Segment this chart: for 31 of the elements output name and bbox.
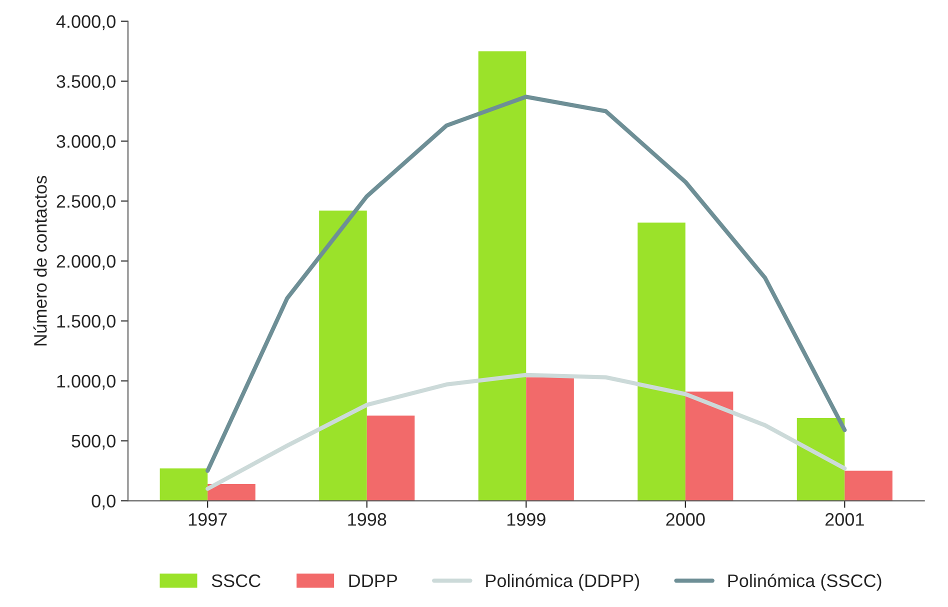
y-tick-label: 0,0 xyxy=(92,494,116,510)
legend-label: Polinómica (DDPP) xyxy=(486,574,640,591)
bar xyxy=(319,210,367,501)
x-tick-label: 2001 xyxy=(825,513,864,526)
y-tick-label: 500,0 xyxy=(72,434,116,450)
y-tick-label: 2.000,0 xyxy=(56,254,116,270)
bar xyxy=(638,222,686,501)
y-tick-label: 3.500,0 xyxy=(56,75,116,90)
bar xyxy=(685,392,734,501)
y-tick-label: 3.000,0 xyxy=(56,135,116,150)
line-series xyxy=(206,94,847,473)
bar xyxy=(526,377,574,501)
legend-label: Polinómica (SSCC) xyxy=(728,574,882,591)
legend-label: DDPP xyxy=(349,574,398,588)
y-tick-label: 1.500,0 xyxy=(57,314,116,330)
bar xyxy=(366,416,415,501)
bar xyxy=(796,418,845,501)
y-tick-label: 1.000,0 xyxy=(57,374,116,390)
legend-label: SSCC xyxy=(212,574,260,588)
bar xyxy=(844,470,892,501)
x-tick-label: 1997 xyxy=(188,513,227,526)
x-tick-label: 1999 xyxy=(507,513,546,526)
bar xyxy=(478,51,526,501)
y-tick-label: 2.500,0 xyxy=(56,195,116,210)
bar xyxy=(208,484,256,501)
y-axis-title: Número de contactos xyxy=(33,176,47,346)
x-tick-label: 1998 xyxy=(348,513,386,526)
bar xyxy=(160,468,208,501)
y-tick-label: 4.000,0 xyxy=(56,15,116,30)
x-tick-label: 2000 xyxy=(666,513,705,526)
line-series xyxy=(206,372,847,491)
